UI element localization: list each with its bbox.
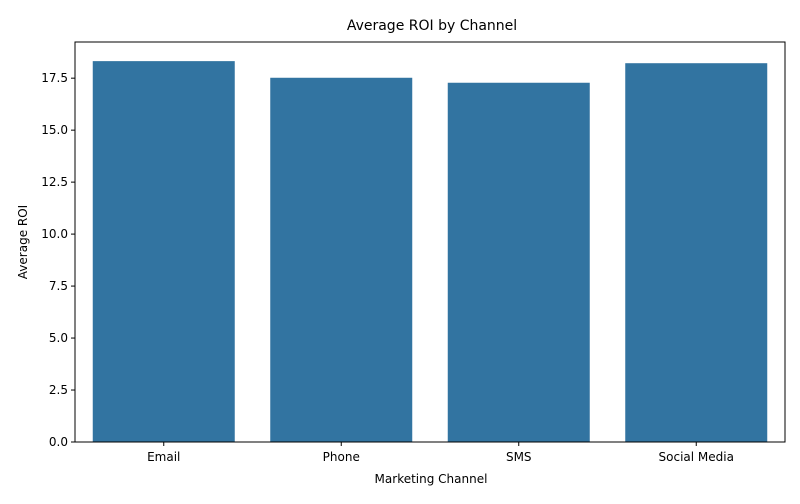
bar-sms — [447, 82, 590, 442]
y-tick-label: 2.5 — [49, 383, 68, 397]
y-axis-ticks: 0.0 2.5 5.0 7.5 10.0 12.5 15.0 17.5 — [41, 71, 75, 449]
x-tick-label-social-media: Social Media — [659, 450, 734, 464]
y-tick-label: 17.5 — [41, 71, 68, 85]
y-tick-label: 5.0 — [49, 331, 68, 345]
y-tick-label: 0.0 — [49, 435, 68, 449]
y-tick-label: 12.5 — [41, 175, 68, 189]
bars-group — [92, 61, 768, 443]
x-tick-label-email: Email — [147, 450, 180, 464]
y-tick-label: 10.0 — [41, 227, 68, 241]
x-tick-label-phone: Phone — [323, 450, 360, 464]
y-tick-label: 7.5 — [49, 279, 68, 293]
bar-email — [92, 61, 235, 442]
y-axis-title: Average ROI — [16, 205, 30, 279]
bar-phone — [270, 77, 413, 442]
plot-border — [74, 41, 786, 443]
axes-frame — [74, 41, 786, 443]
x-axis-title: Marketing Channel — [375, 472, 488, 486]
x-axis-ticks: Email Phone SMS Social Media — [147, 442, 734, 464]
bar-social-media — [625, 63, 768, 443]
chart-title: Average ROI by Channel — [347, 18, 517, 34]
x-tick-label-sms: SMS — [506, 450, 532, 464]
y-tick-label: 15.0 — [41, 123, 68, 137]
